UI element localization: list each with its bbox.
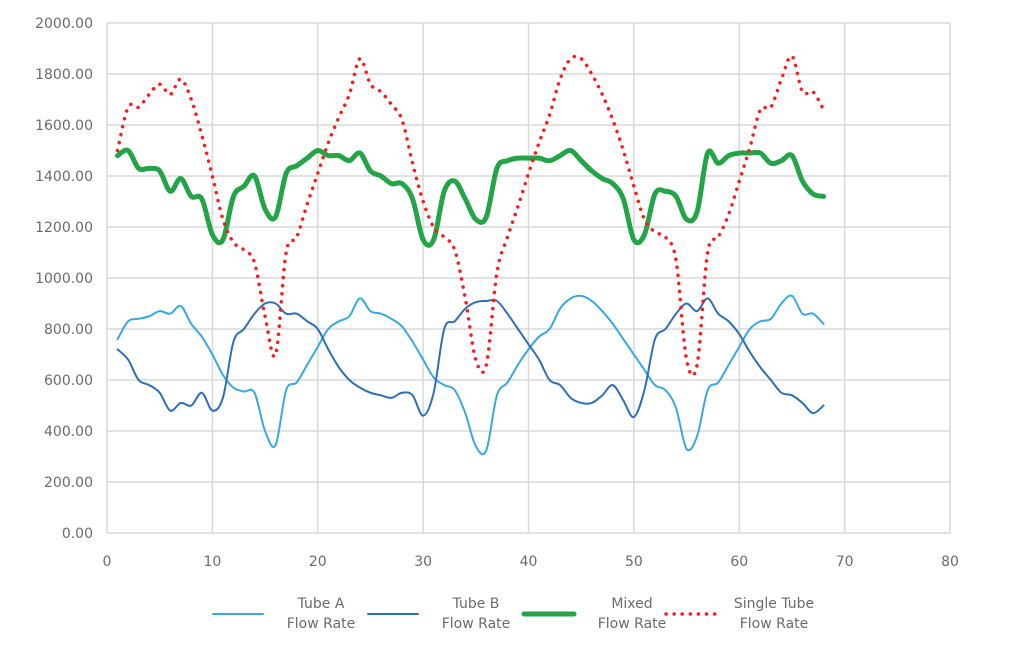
- y-tick-label: 400.00: [44, 424, 93, 440]
- legend-label-mixed-flow-rate: Mixed: [611, 596, 652, 612]
- x-tick-label: 10: [203, 554, 221, 570]
- x-tick-label: 60: [730, 554, 748, 570]
- series-line-single-tube-flow-rate: [115, 54, 826, 378]
- y-axis-ticks: 0.00 200.00 400.00 600.00 800.00 1000.00 1200.…: [35, 16, 93, 542]
- legend-label-tube-a-flow-rate: Flow Rate: [287, 616, 356, 632]
- x-tick-label: 70: [836, 554, 854, 570]
- series-line-tube-b-flow-rate: [116, 297, 825, 418]
- x-tick-label: 40: [520, 554, 538, 570]
- y-tick-label: 200.00: [44, 475, 93, 491]
- grid: [106, 22, 951, 534]
- legend-label-single-tube-flow-rate: Flow Rate: [740, 616, 809, 632]
- x-tick-label: 30: [414, 554, 432, 570]
- series-line-tube-a-flow-rate: [116, 294, 825, 456]
- legend-label-mixed-flow-rate: Flow Rate: [598, 616, 667, 632]
- y-tick-label: 1600.00: [35, 118, 93, 134]
- legend-label-tube-b-flow-rate: Tube B: [452, 596, 500, 612]
- x-tick-label: 0: [103, 554, 112, 570]
- x-tick-label: 80: [941, 554, 959, 570]
- y-tick-label: 1000.00: [35, 271, 93, 287]
- y-tick-label: 800.00: [44, 322, 93, 338]
- y-tick-label: 1400.00: [35, 169, 93, 185]
- legend-label-single-tube-flow-rate: Single Tube: [734, 596, 814, 612]
- y-tick-label: 0.00: [62, 526, 93, 542]
- legend-label-tube-b-flow-rate: Flow Rate: [442, 616, 511, 632]
- series-lines: [115, 54, 827, 456]
- x-tick-label: 50: [625, 554, 643, 570]
- y-tick-label: 2000.00: [35, 16, 93, 32]
- legend-label-tube-a-flow-rate: Tube A: [297, 596, 345, 612]
- x-tick-label: 20: [309, 554, 327, 570]
- legend: Tube A Flow Rate Tube B Flow Rate Mixed Flow …: [212, 596, 814, 632]
- y-tick-label: 1200.00: [35, 220, 93, 236]
- y-tick-label: 1800.00: [35, 67, 93, 83]
- y-tick-label: 600.00: [44, 373, 93, 389]
- x-axis-ticks: 0 10 20 30 40 50 60 70 80: [103, 554, 959, 570]
- series-line-mixed-flow-rate: [115, 147, 827, 248]
